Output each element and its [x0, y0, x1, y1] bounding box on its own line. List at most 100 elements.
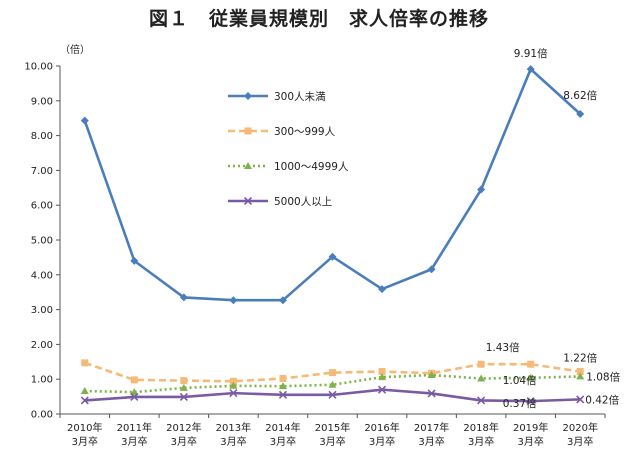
x-tick-label: 3月卒	[270, 435, 296, 448]
legend: 300人未満 300～999人 1000～4999人 5000人以上	[228, 91, 349, 208]
data-label: 9.91倍	[514, 47, 548, 60]
marker-stroke	[130, 392, 139, 402]
legend-label: 300人未満	[274, 91, 326, 103]
marker-stroke	[427, 389, 436, 398]
data-point	[179, 392, 188, 402]
series-1	[80, 65, 585, 305]
data-point	[130, 388, 139, 396]
legend-item: 300人未満	[228, 91, 326, 103]
data-point	[179, 383, 188, 391]
data-point	[80, 116, 89, 125]
y-tick-label: 10.00	[24, 62, 53, 73]
data-label: 0.37倍	[503, 397, 537, 410]
y-tick-labels: 0.00 1.00 2.00 3.00 4.00 5.00 6.00 7.00 8.00 9.00…	[24, 62, 53, 421]
legend-marker	[244, 127, 252, 135]
y-tick-label: 5.00	[31, 236, 53, 247]
data-point	[278, 390, 288, 399]
x-tick-label: 3月卒	[567, 435, 593, 448]
x-tick-label: 2019年	[513, 421, 548, 434]
data-point	[477, 360, 485, 368]
x-tick-label: 2014年	[265, 421, 300, 434]
data-point	[576, 110, 585, 119]
y-tick-label: 2.00	[31, 340, 53, 351]
data-point	[526, 65, 535, 74]
x-tick-label: 3月卒	[319, 435, 345, 448]
data-point	[576, 368, 584, 376]
data-labels: 9.91倍 8.62倍 1.43倍 1.22倍 1.04倍 1.08倍 0.37倍 0.42倍	[486, 47, 621, 410]
x-tick-label: 2011年	[117, 421, 152, 434]
data-point	[576, 372, 585, 380]
data-label: 1.04倍	[503, 374, 537, 387]
series-line	[83, 67, 582, 302]
data-point	[527, 360, 535, 368]
y-tick-label: 6.00	[31, 201, 53, 212]
marker-stroke	[477, 396, 486, 405]
x-tick-label: 2015年	[315, 421, 350, 434]
axes	[56, 65, 606, 418]
y-tick-label: 8.00	[31, 131, 53, 142]
marker-stroke	[278, 390, 288, 399]
data-label: 0.42倍	[585, 393, 619, 406]
y-axis-unit-label: （倍）	[60, 43, 90, 56]
data-point	[179, 293, 188, 302]
data-label: 8.62倍	[563, 89, 597, 102]
data-point	[329, 369, 336, 377]
x-tick-label: 2013年	[216, 421, 251, 434]
data-point	[278, 296, 287, 305]
marker-stroke	[328, 390, 337, 399]
series-4	[80, 385, 585, 406]
x-tick-label: 2010年	[67, 421, 102, 434]
data-point	[328, 252, 337, 261]
data-point	[130, 256, 139, 265]
x-tick-label: 2020年	[563, 421, 598, 434]
data-point	[229, 377, 237, 385]
x-tick-labels: 2010年3月卒2011年3月卒2012年3月卒2013年3月卒2014年3月卒…	[67, 421, 598, 448]
data-point	[328, 390, 337, 399]
data-point	[477, 374, 486, 382]
x-tick-label: 2017年	[414, 421, 449, 434]
legend-label: 1000～4999人	[274, 161, 349, 173]
x-tick-label: 3月卒	[121, 435, 147, 448]
data-point	[378, 368, 386, 376]
data-point	[378, 373, 387, 381]
data-point	[81, 359, 89, 367]
legend-label: 300～999人	[274, 126, 336, 138]
y-tick-label: 9.00	[31, 96, 53, 107]
marker-stroke	[229, 389, 238, 398]
y-tick-label: 7.00	[31, 166, 53, 177]
legend-marker	[244, 162, 252, 169]
legend-item: 1000～4999人	[228, 161, 349, 173]
data-point	[477, 396, 486, 405]
x-tick-label: 3月卒	[72, 435, 98, 448]
chart-title: 図１ 従業員規模別 求人倍率の推移	[148, 8, 489, 30]
marker-stroke	[526, 397, 535, 406]
data-point	[80, 387, 89, 395]
marker-stroke	[80, 396, 89, 405]
data-point	[130, 392, 139, 402]
data-point	[328, 380, 337, 388]
data-point	[477, 185, 486, 194]
data-point	[229, 389, 238, 398]
y-tick-label: 4.00	[31, 270, 53, 281]
data-point	[526, 373, 535, 381]
data-point	[229, 381, 238, 389]
data-point	[526, 397, 535, 406]
data-label: 1.43倍	[486, 341, 520, 354]
data-point	[229, 296, 238, 305]
x-tick-label: 3月卒	[369, 435, 395, 448]
data-point	[278, 382, 287, 390]
data-point	[576, 395, 585, 404]
marker-stroke	[243, 196, 253, 206]
data-label: 1.22倍	[563, 352, 597, 365]
marker-stroke	[576, 395, 585, 404]
data-point	[378, 285, 387, 294]
legend-item: 5000人以上	[228, 196, 332, 208]
marker-stroke	[179, 392, 188, 402]
data-point	[377, 385, 387, 394]
y-tick-label: 3.00	[31, 305, 53, 316]
x-tick-label: 3月卒	[220, 435, 246, 448]
y-tick-label: 1.00	[31, 375, 53, 386]
y-tick-label: 0.00	[31, 410, 53, 421]
x-tick-label: 2016年	[364, 421, 399, 434]
